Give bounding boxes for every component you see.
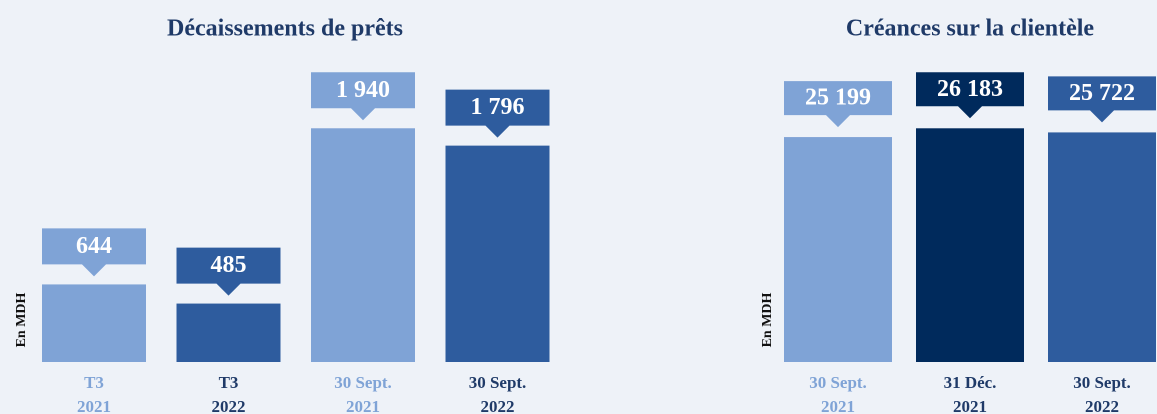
value-callout — [311, 72, 415, 121]
x-tick-label: 30 Sept. — [334, 373, 392, 392]
value-label: 25 722 — [1069, 80, 1135, 106]
chart-title: Décaissements de prêts — [167, 16, 403, 42]
bar — [784, 137, 892, 362]
value-callout — [916, 72, 1024, 119]
value-callout — [784, 81, 892, 128]
value-label: 25 199 — [805, 85, 871, 111]
x-tick-label: T3 — [84, 373, 104, 392]
bar — [42, 284, 146, 362]
x-tick-label: 2022 — [1085, 397, 1119, 414]
y-axis-label: En MDH — [760, 292, 775, 347]
value-callout — [1048, 76, 1156, 123]
bar — [1048, 132, 1156, 362]
y-axis-label: En MDH — [14, 292, 29, 347]
x-tick-label: 30 Sept. — [809, 373, 867, 392]
x-tick-label: 31 Déc. — [944, 373, 997, 392]
value-callout — [42, 228, 146, 277]
bar — [445, 145, 550, 362]
value-label: 644 — [76, 233, 112, 259]
x-tick-label: 2021 — [77, 397, 111, 414]
x-tick-label: 2022 — [481, 397, 515, 414]
value-label: 1 940 — [336, 77, 390, 103]
chart-title: Créances sur la clientèle — [846, 16, 1095, 42]
x-tick-label: 2021 — [953, 397, 987, 414]
value-callout — [176, 247, 281, 296]
value-callout — [445, 89, 550, 138]
value-label: 26 183 — [937, 76, 1003, 102]
x-tick-label: 2022 — [212, 397, 246, 414]
bar — [916, 128, 1024, 362]
bar — [176, 303, 281, 362]
x-tick-label: T3 — [219, 373, 239, 392]
x-tick-label: 2021 — [346, 397, 380, 414]
value-label: 485 — [211, 252, 247, 278]
x-tick-label: 30 Sept. — [1073, 373, 1131, 392]
value-label: 1 796 — [471, 94, 525, 120]
x-tick-label: 2021 — [821, 397, 855, 414]
bar — [311, 128, 415, 362]
x-tick-label: 30 Sept. — [469, 373, 527, 392]
